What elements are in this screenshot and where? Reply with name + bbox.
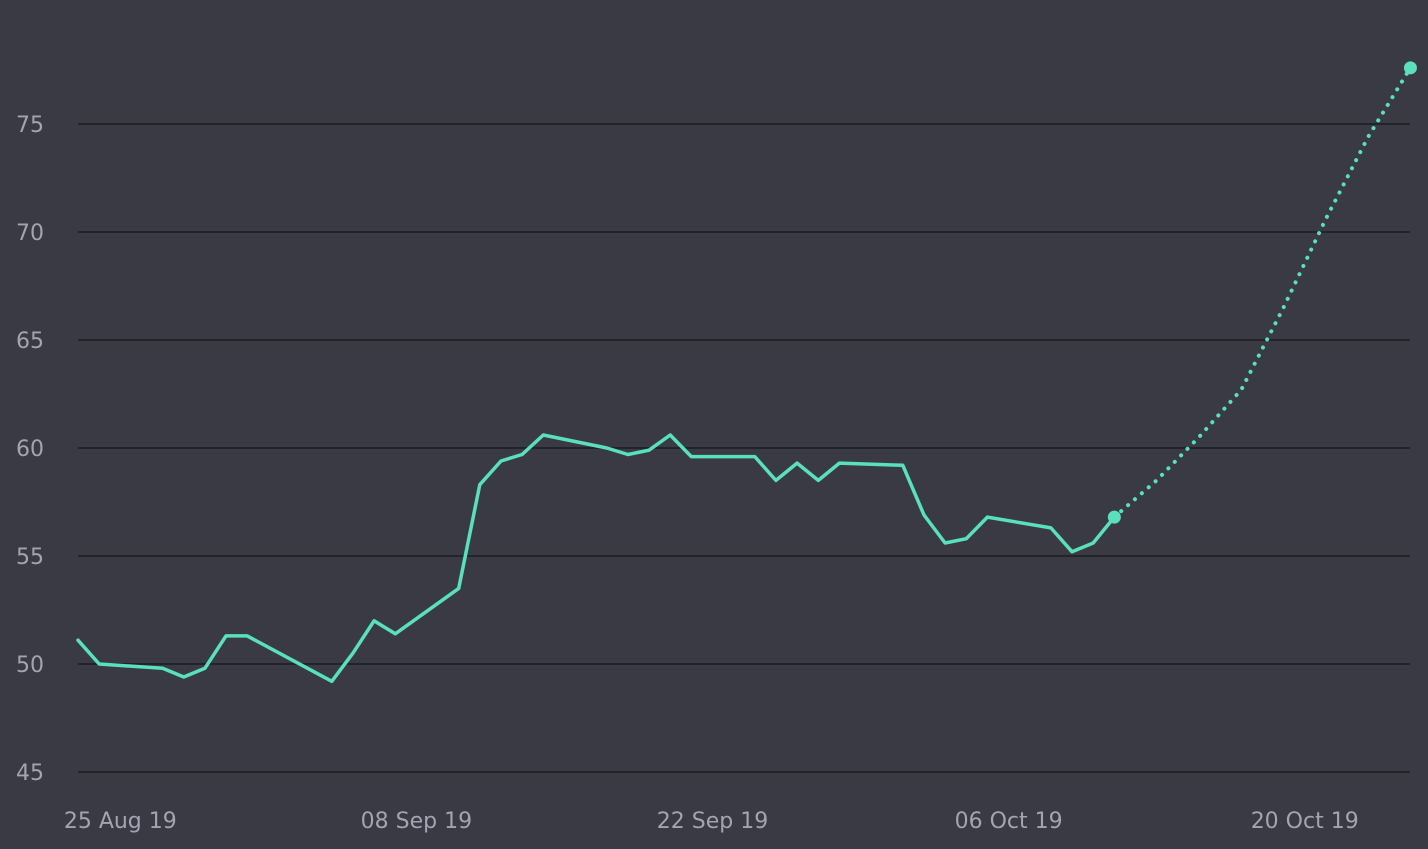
y-tick-label: 60 [16,437,44,462]
x-axis: 25 Aug 19 08 Sep 19 22 Sep 19 06 Oct 19 20 O… [64,809,1359,834]
x-tick-label: 25 Aug 19 [64,809,177,834]
grid-layer [78,123,1410,773]
y-axis: 45 50 55 60 65 70 75 [16,113,44,786]
x-tick-label: 20 Oct 19 [1251,809,1359,834]
last-actual-point [1107,510,1121,524]
forecast-series-line [1112,65,1413,520]
y-tick-label: 70 [16,221,44,246]
forecast-end-point [1403,61,1417,75]
actual-series-line [76,433,1117,684]
x-tick-label: 22 Sep 19 [657,809,768,834]
y-tick-label: 65 [16,329,44,354]
x-tick-label: 08 Sep 19 [361,809,472,834]
y-tick-label: 55 [16,545,44,570]
series-layer [76,61,1417,684]
x-tick-label: 06 Oct 19 [955,809,1063,834]
y-tick-label: 75 [16,113,44,138]
y-tick-label: 45 [16,761,44,786]
y-tick-label: 50 [16,653,44,678]
